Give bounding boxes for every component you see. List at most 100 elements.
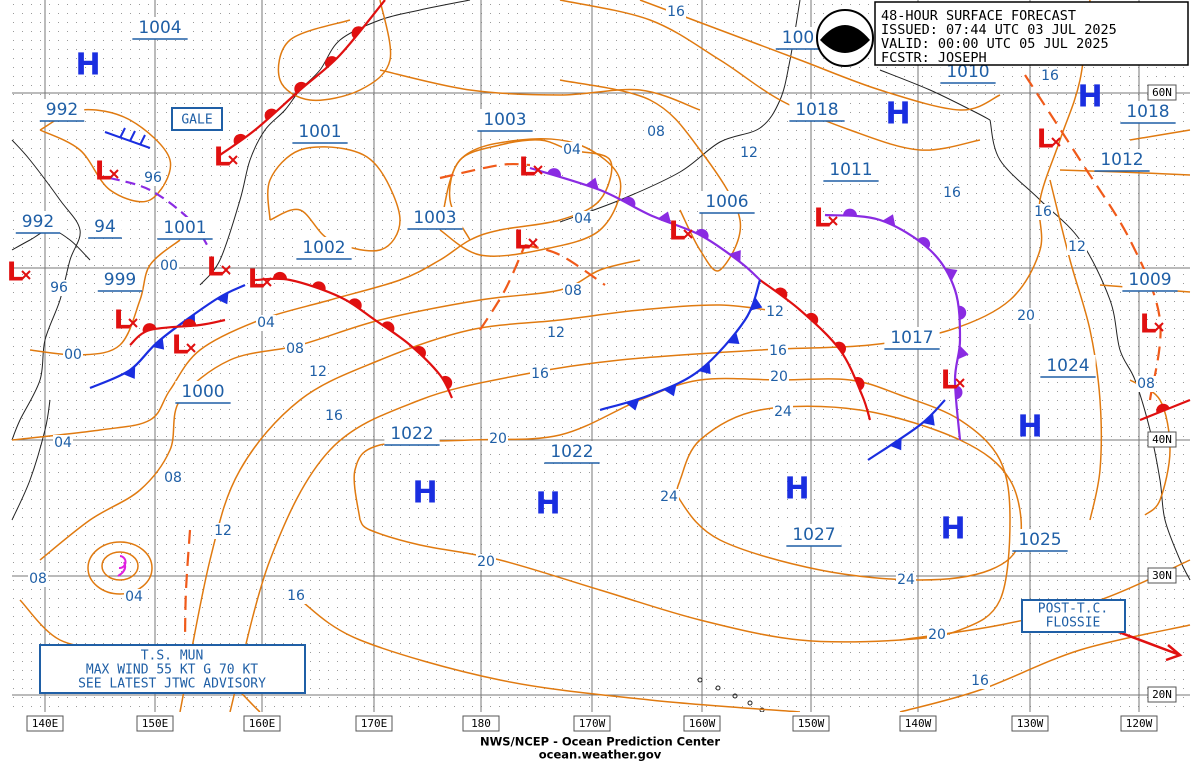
warm-front-symbol xyxy=(958,305,967,320)
isobar-label-bg xyxy=(63,347,83,363)
low-center: L xyxy=(207,253,224,283)
lat-label: 20N xyxy=(1152,688,1172,701)
isobar-label-bg xyxy=(927,627,947,643)
high-center: H xyxy=(940,512,965,547)
lon-label: 170E xyxy=(361,717,388,730)
pressure-label: 1003 xyxy=(483,110,526,130)
storm-text: MAX WIND 55 KT G 70 KT xyxy=(86,663,258,678)
low-center: L xyxy=(669,217,686,247)
pressure-label: 1000 xyxy=(181,382,224,402)
high-center: H xyxy=(75,48,100,83)
header: 48-HOUR SURFACE FORECAST ISSUED: 07:44 U… xyxy=(816,1,1189,67)
pressure-label: 1012 xyxy=(1100,150,1143,170)
isobar-label: 08 xyxy=(564,283,582,299)
high-center: H xyxy=(885,97,910,132)
lon-label: 140W xyxy=(905,717,932,730)
island xyxy=(732,693,738,699)
pressure-label: 1003 xyxy=(413,208,456,228)
isobar-label-bg xyxy=(562,142,582,158)
front xyxy=(529,166,761,281)
pressure-label-bg xyxy=(789,99,845,121)
isobar-label: 04 xyxy=(574,211,592,227)
pressure-label: 999 xyxy=(104,270,136,290)
warm-front-symbol xyxy=(774,287,788,299)
pressure-label-bg xyxy=(88,216,122,238)
isobar xyxy=(1129,129,1191,141)
isobar-label-bg xyxy=(49,280,69,296)
isobar-label-bg xyxy=(773,404,793,420)
isobar-label-bg xyxy=(970,673,990,689)
isobar-label-bg xyxy=(1067,239,1087,255)
isobar-label: 24 xyxy=(660,489,678,505)
isobar-label: 12 xyxy=(766,304,784,320)
front xyxy=(479,244,527,331)
axis-labels: 140E 150E 160E 170E 180 170W 160W 150W 140W 130W 1… xyxy=(26,84,1177,732)
lon-box xyxy=(573,715,611,732)
isobar-label: 24 xyxy=(897,572,915,588)
isobar-label-bg xyxy=(324,408,344,424)
cold-front-symbol xyxy=(729,250,741,263)
low-center: L xyxy=(7,258,24,288)
isobar xyxy=(353,377,1011,643)
isobar xyxy=(639,0,1001,111)
isobar xyxy=(439,137,622,257)
noaa-logo-mark xyxy=(820,25,870,53)
gale-label: GALE xyxy=(181,113,212,128)
cold-front-symbol xyxy=(727,332,740,345)
warm-front-symbol xyxy=(854,376,865,391)
lon-label: 160E xyxy=(249,717,276,730)
pressure-label: 1024 xyxy=(1046,356,1089,376)
low-marker xyxy=(828,216,838,226)
high-center: H xyxy=(1077,80,1102,115)
warm-front-symbol xyxy=(233,133,247,145)
coastline xyxy=(879,69,991,121)
isobar xyxy=(87,541,153,595)
lon-box xyxy=(899,715,937,732)
warm-front-symbol xyxy=(272,271,287,280)
lon-label: 180 xyxy=(471,717,491,730)
tropical-storm xyxy=(117,555,127,577)
warm-front-symbol xyxy=(182,318,197,327)
lat-box xyxy=(1147,567,1177,584)
lat-label: 40N xyxy=(1152,433,1172,446)
cold-front-symbol xyxy=(922,413,935,426)
pressure-label-bg xyxy=(1122,269,1178,291)
header-title: 48-HOUR SURFACE FORECAST xyxy=(881,8,1076,24)
low-marker xyxy=(533,165,543,175)
isobar-label: 20 xyxy=(928,627,946,643)
lon-box xyxy=(1120,715,1158,732)
warm-front-symbol xyxy=(955,385,963,400)
isobar-label-bg xyxy=(143,170,163,186)
pressure-label: 1004 xyxy=(138,18,181,38)
cold-front-symbol xyxy=(750,297,763,311)
front xyxy=(1139,398,1191,422)
island xyxy=(715,685,721,691)
warm-front-symbol xyxy=(351,26,363,39)
lon-label: 140E xyxy=(32,717,59,730)
lon-label: 120W xyxy=(1126,717,1153,730)
pressure-label: 1018 xyxy=(1126,102,1169,122)
isobar-label-bg xyxy=(1016,308,1036,324)
pressure-label: 1009 xyxy=(1128,270,1171,290)
isobar-label: 20 xyxy=(1017,308,1035,324)
isobar-label: 08 xyxy=(647,124,665,140)
isobar-label-bg xyxy=(285,341,305,357)
isobar-label-bg xyxy=(765,304,785,320)
isobar-label: 16 xyxy=(971,673,989,689)
low-center: L xyxy=(1140,310,1157,340)
front xyxy=(183,529,192,641)
pressure-label-bg xyxy=(1094,149,1150,171)
pressure-label: 1022 xyxy=(550,442,593,462)
warm-front-symbol xyxy=(622,196,636,208)
cold-front-symbol xyxy=(216,292,229,305)
pressure-label-bg xyxy=(1012,529,1068,551)
isobar xyxy=(267,146,401,252)
low-marker xyxy=(128,318,138,328)
isobar-label-bg xyxy=(646,124,666,140)
isobar-label-bg xyxy=(286,588,306,604)
isobar-label-bg xyxy=(530,366,550,382)
pressure-label: 1001 xyxy=(298,122,341,142)
pressure-label: 1002 xyxy=(302,238,345,258)
warm-front-symbol xyxy=(264,108,277,121)
isobar xyxy=(101,551,139,581)
